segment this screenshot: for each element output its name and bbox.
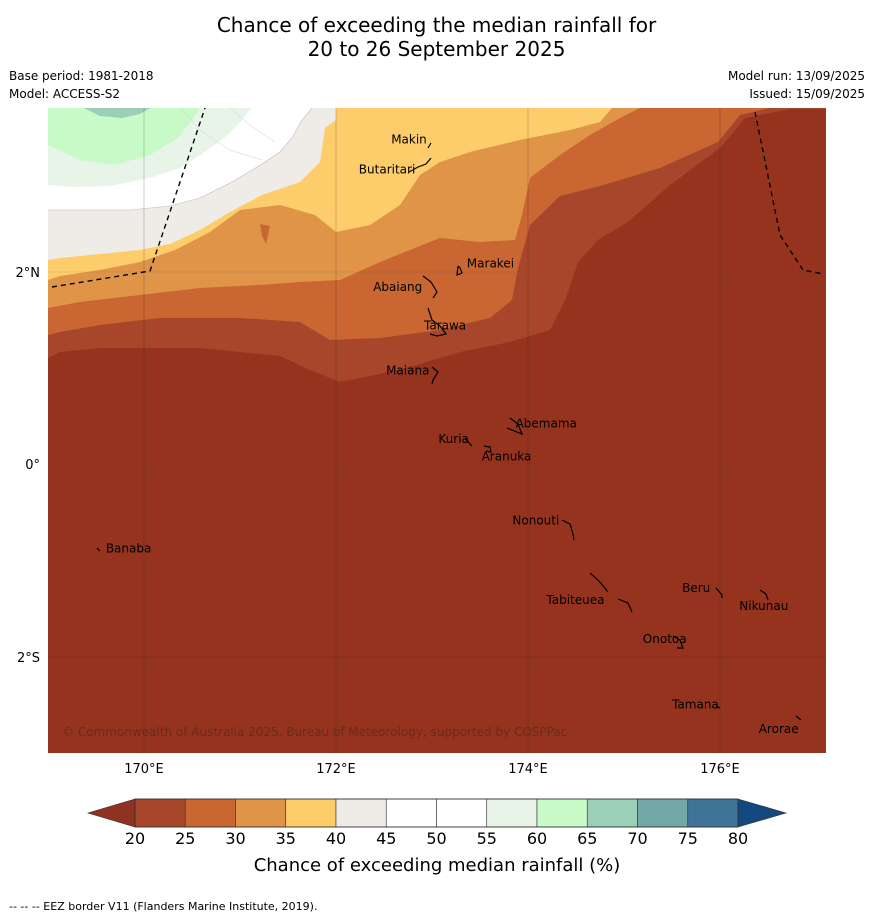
place-label-kuria: Kuria [438, 432, 469, 446]
colorbar-segment-75 [687, 798, 739, 828]
lat-label-0: 0° [25, 458, 40, 473]
issued-date: Issued: 15/09/2025 [749, 87, 865, 101]
colorbar-tick-60: 60 [527, 829, 547, 848]
colorbar-segment-60 [536, 798, 588, 828]
place-labels: Makin Butaritari Marakei Abaiang Tarawa Maian… [106, 133, 799, 736]
lon-label-172e: 172°E [316, 762, 356, 777]
colorbar-tick-40: 40 [326, 829, 346, 848]
chart-title-line2: 20 to 26 September 2025 [307, 37, 566, 61]
probability-field: Makin Butaritari Marakei Abaiang Tarawa Maian… [48, 108, 826, 753]
model-name: Model: ACCESS-S2 [9, 87, 121, 101]
colorbar-segment-20 [134, 798, 186, 828]
place-label-tamana: Tamana [671, 698, 719, 712]
colorbar: 20 25 30 35 40 45 50 55 60 65 70 75 80 Chance of exc… [86, 798, 788, 876]
band-60 [48, 108, 200, 165]
place-label-makin: Makin [391, 133, 427, 147]
chart-title-line1: Chance of exceeding the median rainfall … [216, 13, 657, 37]
colorbar-tick-35: 35 [276, 829, 296, 848]
gridlines [48, 108, 826, 753]
colorbar-title: Chance of exceeding median rainfall (%) [254, 855, 621, 876]
lat-label-2s: 2°S [17, 651, 40, 666]
band-30-patch [260, 224, 270, 244]
place-label-nonouti: Nonouti [512, 514, 559, 528]
colorbar-tick-65: 65 [577, 829, 597, 848]
eez-footnote: -- -- -- EEZ border V11 (Flanders Marine… [9, 900, 318, 913]
colorbar-segment-70 [637, 798, 689, 828]
colorbar-tick-70: 70 [627, 829, 647, 848]
colorbar-segment-30 [235, 798, 287, 828]
island-outlines [96, 142, 802, 721]
colorbar-segment-35 [285, 798, 337, 828]
colorbar-tick-25: 25 [175, 829, 195, 848]
lat-label-2n: 2°N [16, 266, 41, 281]
lon-label-176e: 176°E [700, 762, 740, 777]
place-label-nikunau: Nikunau [739, 599, 788, 613]
eez-border [51, 108, 824, 288]
place-label-tarawa: Tarawa [423, 318, 466, 332]
place-label-abemama: Abemama [516, 417, 577, 431]
place-label-aranuka: Aranuka [482, 450, 532, 464]
copyright-notice: © Commonwealth of Australia 2025, Bureau… [62, 725, 567, 739]
model-run-date: Model run: 13/09/2025 [727, 69, 865, 83]
colorbar-tick-30: 30 [225, 829, 245, 848]
latitude-labels: 2°N 0° 2°S [16, 266, 41, 666]
colorbar-segment-50 [436, 798, 488, 828]
colorbar-segment-40 [335, 798, 387, 828]
colorbar-segment-65 [586, 798, 638, 828]
place-label-arorae: Arorae [759, 722, 799, 736]
base-period: Base period: 1981-2018 [9, 69, 154, 83]
colorbar-segment-55 [486, 798, 538, 828]
place-label-maiana: Maiana [386, 364, 429, 378]
colorbar-tick-50: 50 [426, 829, 446, 848]
lon-label-174e: 174°E [508, 762, 548, 777]
longitude-labels: 170°E 172°E 174°E 176°E [124, 762, 740, 777]
place-label-butaritari: Butaritari [359, 163, 416, 177]
lon-label-170e: 170°E [124, 762, 164, 777]
colorbar-segment-45 [385, 798, 437, 828]
colorbar-under-arrow [86, 798, 136, 828]
colorbar-tick-55: 55 [477, 829, 497, 848]
colorbar-tick-20: 20 [125, 829, 145, 848]
colorbar-tick-45: 45 [376, 829, 396, 848]
colorbar-segment-25 [184, 798, 236, 828]
place-label-tabiteuea: Tabiteuea [545, 593, 604, 607]
place-label-banaba: Banaba [106, 542, 152, 556]
colorbar-tick-75: 75 [678, 829, 698, 848]
place-label-beru: Beru [682, 581, 710, 595]
colorbar-over-arrow [737, 798, 788, 828]
place-label-marakei: Marakei [467, 257, 514, 271]
place-label-abaiang: Abaiang [373, 280, 422, 294]
band-65 [84, 108, 150, 118]
colorbar-tick-80: 80 [728, 829, 748, 848]
place-label-onotoa: Onotoa [643, 632, 687, 646]
